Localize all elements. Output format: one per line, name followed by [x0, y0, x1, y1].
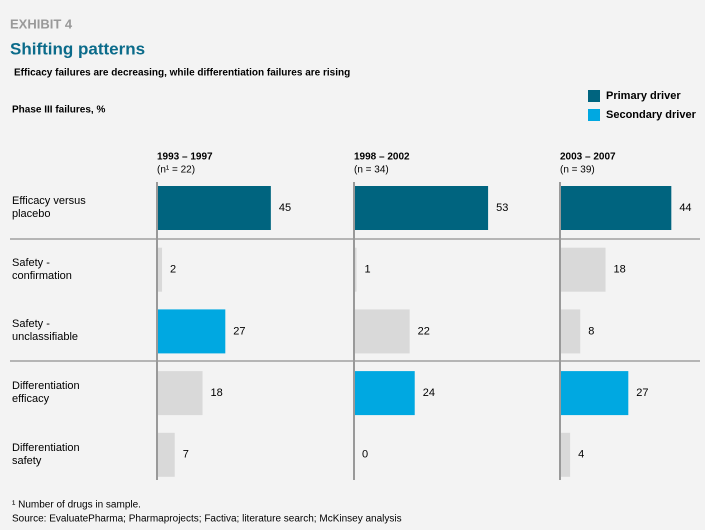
- legend-label: Secondary driver: [606, 109, 697, 121]
- legend-label: Primary driver: [606, 90, 681, 102]
- legend-swatch: [588, 90, 600, 102]
- footnote: ¹ Number of drugs in sample.: [12, 500, 141, 511]
- legend-swatch: [588, 109, 600, 121]
- bar: [354, 247, 357, 292]
- panel-n: (n = 39): [560, 165, 595, 176]
- panel-title: 1998 – 2002: [354, 152, 410, 163]
- category-label: Differentiation safety: [12, 441, 80, 467]
- value-label: 8: [588, 325, 594, 337]
- value-label: 44: [679, 202, 691, 214]
- value-label: 18: [614, 264, 626, 276]
- value-label: 45: [279, 202, 291, 214]
- bar: [157, 309, 226, 354]
- bar: [157, 186, 271, 230]
- subtitle: Efficacy failures are decreasing, while …: [14, 68, 350, 79]
- bar: [560, 186, 672, 230]
- category-label: Safety - confirmation: [12, 256, 72, 282]
- value-label: 0: [362, 449, 368, 461]
- value-label: 27: [636, 387, 648, 399]
- panel-title: 2003 – 2007: [560, 152, 616, 163]
- source: Source: EvaluatePharma; Pharmaprojects; …: [12, 514, 402, 525]
- value-label: 53: [496, 202, 508, 214]
- panel-title: 1993 – 1997: [157, 152, 213, 163]
- axis-label: Phase III failures, %: [12, 105, 105, 116]
- category-label: Differentiation efficacy: [12, 380, 80, 406]
- exhibit-label: EXHIBIT 4: [10, 16, 73, 31]
- value-label: 22: [418, 325, 430, 337]
- value-label: 4: [578, 449, 584, 461]
- value-label: 27: [233, 325, 245, 337]
- value-label: 7: [183, 449, 189, 461]
- value-label: 18: [211, 387, 223, 399]
- bar: [560, 309, 581, 354]
- bar: [157, 247, 163, 292]
- bar: [354, 186, 489, 230]
- value-label: 1: [365, 264, 371, 276]
- bar: [560, 432, 571, 477]
- value-label: 24: [423, 387, 435, 399]
- bar: [157, 432, 175, 477]
- bar: [560, 247, 606, 292]
- panel-n: (n = 34): [354, 165, 389, 176]
- bar: [354, 371, 415, 416]
- bar: [354, 309, 410, 354]
- bar: [560, 371, 629, 416]
- category-label: Efficacy versus placebo: [12, 195, 86, 220]
- panel-n: (n¹ = 22): [157, 165, 195, 176]
- bar: [157, 371, 203, 416]
- value-label: 2: [170, 264, 176, 276]
- category-label: Safety - unclassifiable: [12, 318, 79, 344]
- chart-title: Shifting patterns: [10, 39, 145, 58]
